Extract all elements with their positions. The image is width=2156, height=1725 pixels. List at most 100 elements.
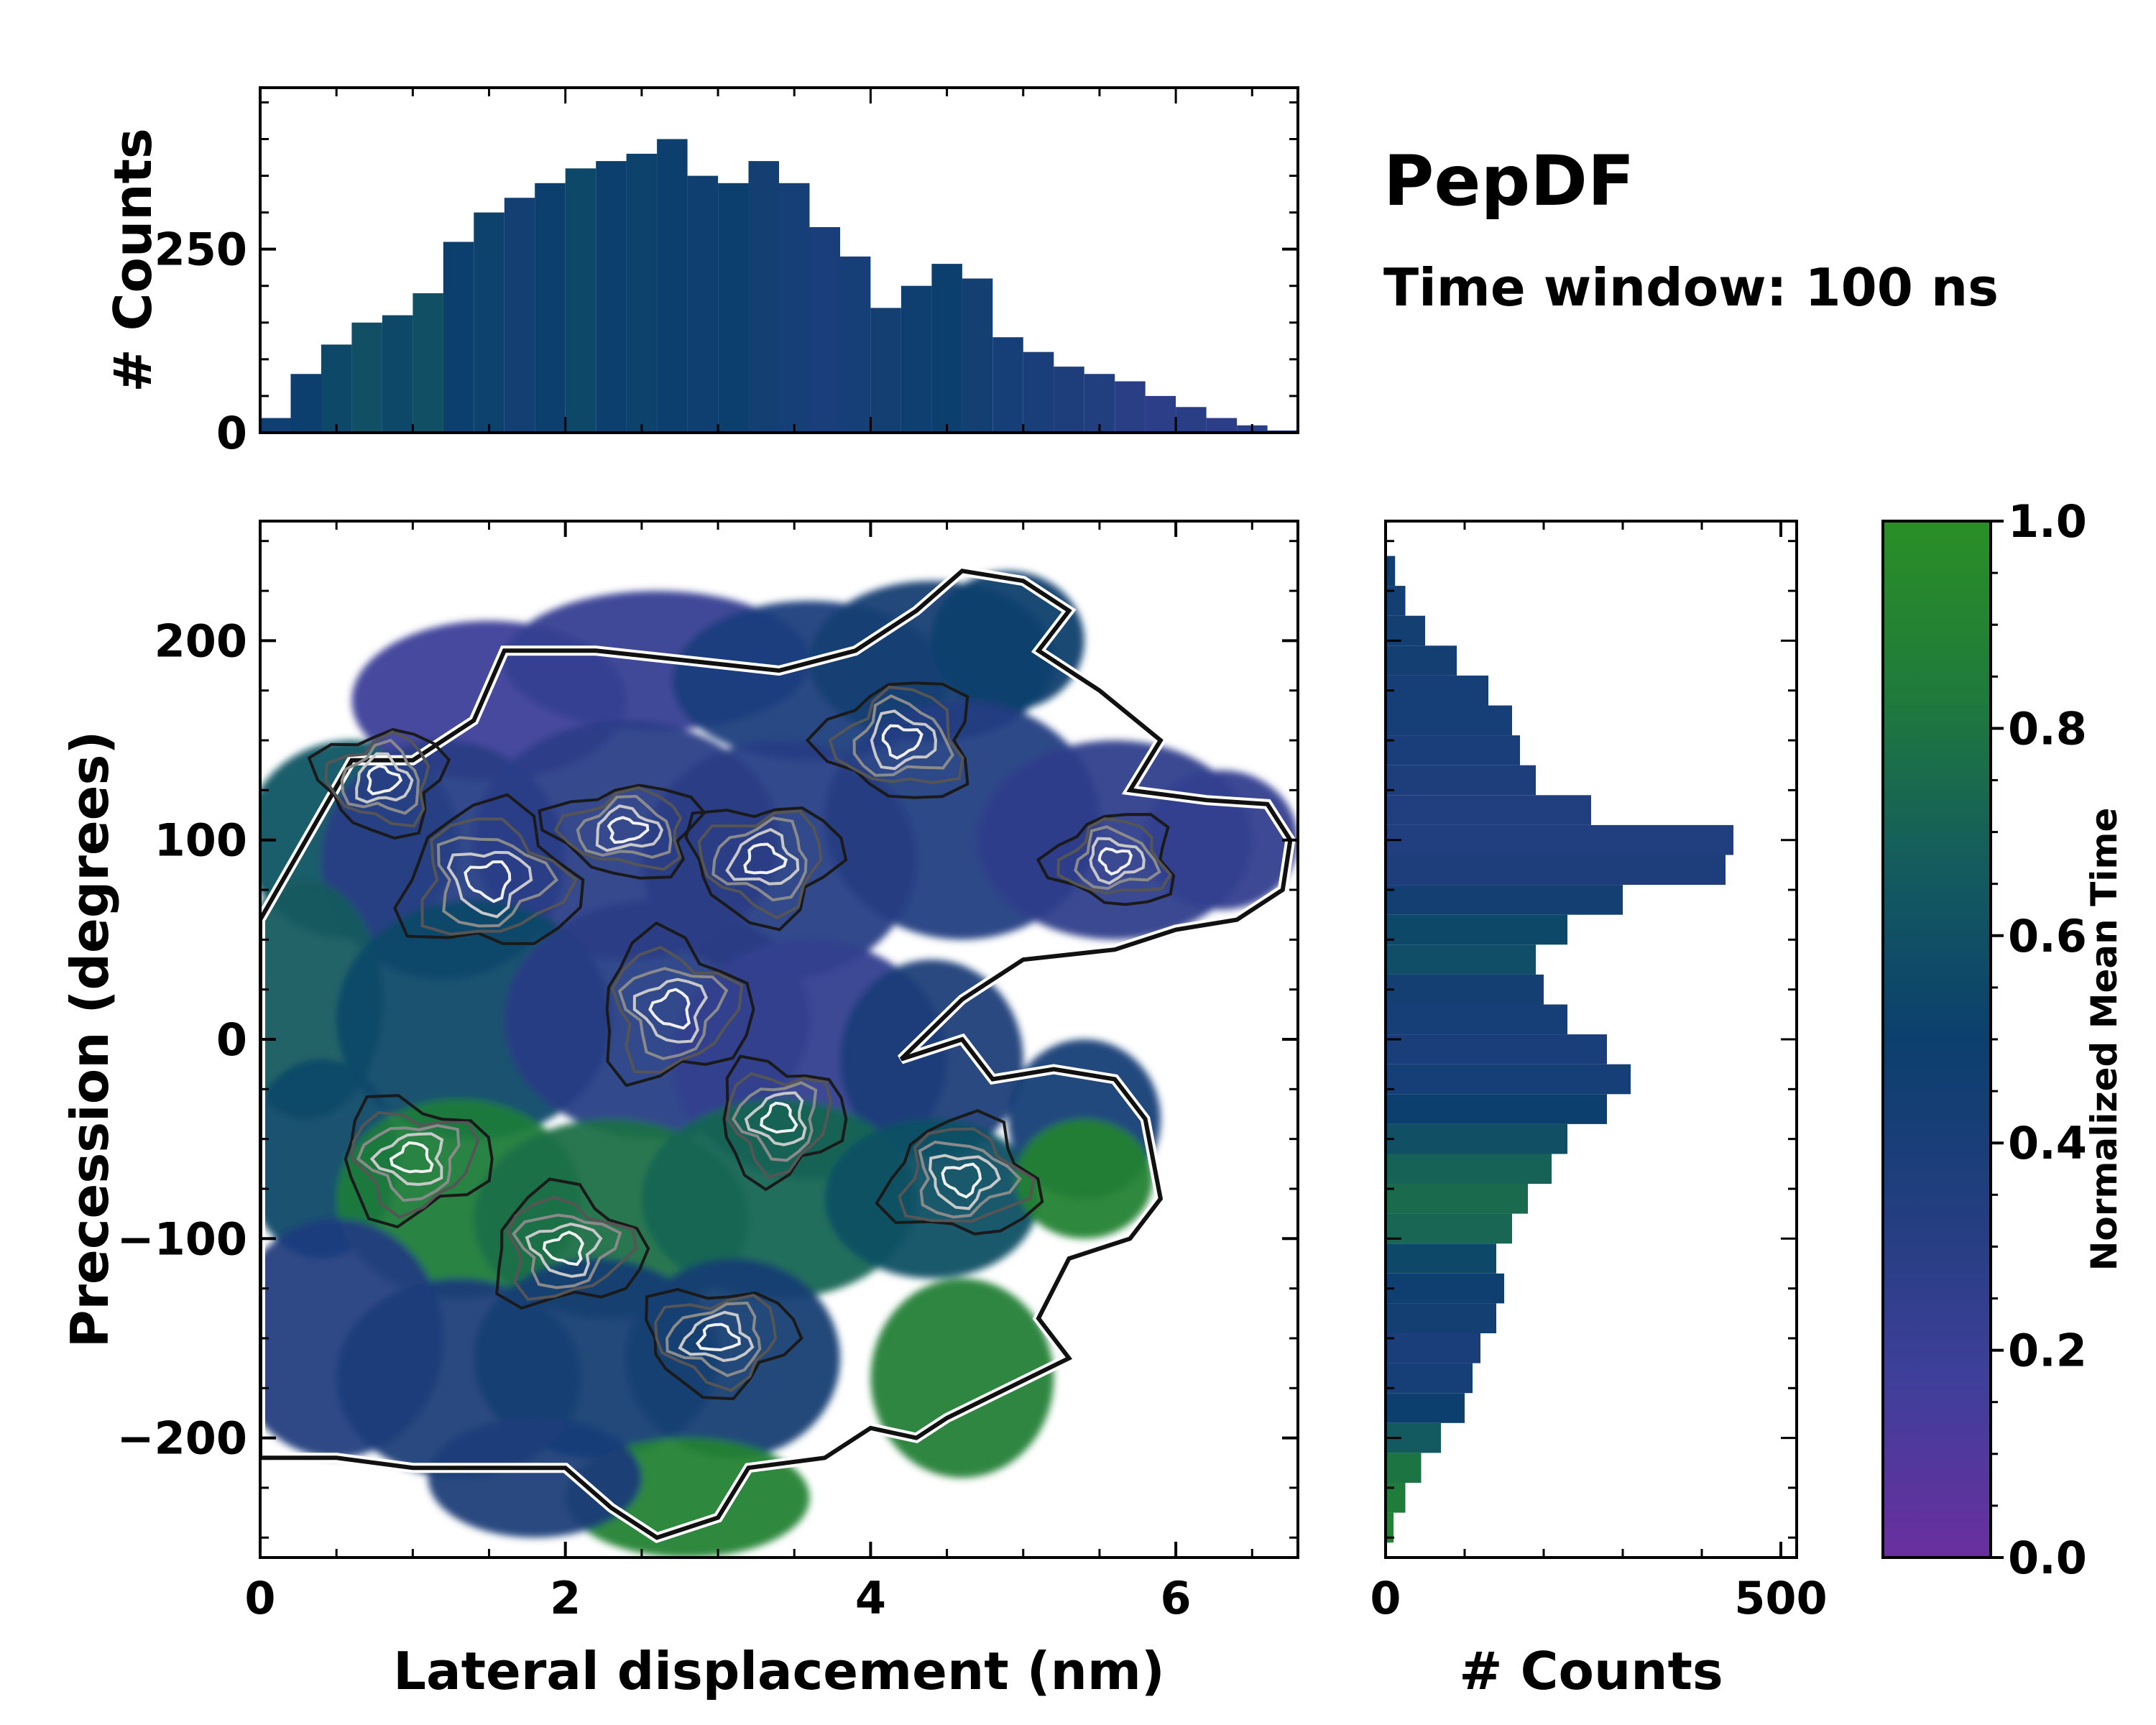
contour-line bbox=[344, 1094, 494, 1229]
density-blob bbox=[931, 571, 1084, 711]
right-hist-bar bbox=[1386, 1094, 1607, 1124]
right-hist-bar bbox=[1386, 885, 1623, 915]
y-axis-label: Precession (degrees) bbox=[60, 731, 120, 1348]
density-blob bbox=[641, 1099, 917, 1299]
top-hist-bar bbox=[321, 344, 352, 433]
colorbar-tick-label: 1.0 bbox=[2008, 495, 2087, 548]
top-hist-bar bbox=[718, 183, 749, 433]
contour-line bbox=[542, 1230, 585, 1266]
contour-line bbox=[595, 804, 664, 852]
top-hist-bar bbox=[870, 308, 901, 433]
density-region bbox=[260, 565, 1298, 1558]
contour-line bbox=[512, 1213, 622, 1289]
contour-line bbox=[684, 806, 848, 932]
top-histogram: 0 250 # Counts bbox=[103, 86, 1299, 459]
colorbar: 0.0 0.2 0.4 0.6 0.8 1.0 Normalized Mean Time bbox=[1881, 495, 2125, 1584]
colorbar-tick-label: 0.8 bbox=[2008, 702, 2087, 755]
right-hist-bar bbox=[1386, 1393, 1465, 1423]
y-tick-label: −100 bbox=[117, 1213, 247, 1265]
boundary-contour bbox=[260, 569, 1293, 1540]
density-blob bbox=[870, 1278, 1054, 1478]
top-hist-bar bbox=[931, 264, 962, 433]
right-histogram-bars bbox=[1386, 556, 1733, 1543]
density-blob bbox=[428, 1417, 642, 1538]
top-hist-bar bbox=[413, 293, 443, 433]
colorbar-tick-label: 0.4 bbox=[2008, 1117, 2087, 1169]
contour-line bbox=[369, 1132, 444, 1187]
top-hist-bar bbox=[1084, 374, 1115, 433]
contour-line bbox=[665, 1301, 762, 1378]
right-hist-bar bbox=[1386, 1453, 1422, 1483]
contour-line bbox=[367, 764, 403, 796]
contour-line bbox=[607, 816, 650, 844]
contour-line bbox=[743, 842, 788, 875]
contour-line bbox=[731, 1081, 818, 1162]
right-hist-bar bbox=[1386, 1154, 1552, 1184]
main-axis-ticks: 0 2 4 6 −200 −100 0 100 200 bbox=[117, 521, 1298, 1624]
right-histogram: 0 500 # Counts bbox=[1370, 520, 1828, 1701]
contour-line bbox=[744, 1091, 807, 1146]
top-hist-bar bbox=[1023, 351, 1054, 433]
contour-line bbox=[553, 786, 683, 871]
contour-line bbox=[678, 1310, 755, 1363]
contour-line bbox=[506, 1195, 638, 1301]
top-hist-bar bbox=[748, 161, 779, 433]
top-hist-bar bbox=[443, 242, 474, 433]
top-hist-bar bbox=[992, 337, 1023, 433]
top-histogram-ylabel: # Counts bbox=[103, 128, 163, 392]
right-histogram-xlabel: # Counts bbox=[1459, 1641, 1723, 1701]
colorbar-gradient bbox=[1881, 520, 1992, 1559]
x-tick-label: 2 bbox=[550, 1572, 581, 1624]
contour-line bbox=[350, 1110, 480, 1219]
contour-line bbox=[436, 836, 559, 928]
y-tick-label: 0 bbox=[216, 1013, 247, 1066]
contour-line bbox=[929, 1154, 1001, 1210]
contour-lines bbox=[307, 681, 1176, 1401]
top-hist-bar bbox=[657, 139, 688, 433]
contour-line bbox=[828, 685, 964, 784]
top-hist-bar bbox=[535, 183, 566, 433]
top-hist-bar bbox=[687, 175, 719, 433]
y-tick-label: 200 bbox=[155, 615, 247, 667]
contour-line bbox=[918, 1140, 1022, 1219]
density-blob bbox=[1015, 1118, 1153, 1239]
contour-line bbox=[495, 1177, 650, 1310]
right-hist-bar bbox=[1386, 1243, 1496, 1274]
contour-line bbox=[805, 681, 969, 799]
top-hist-bar bbox=[290, 374, 321, 433]
contour-line bbox=[760, 1101, 798, 1134]
contour-line bbox=[648, 988, 691, 1030]
top-hist-bar bbox=[1054, 367, 1084, 433]
right-hist-bar bbox=[1386, 1303, 1496, 1333]
right-hist-bar bbox=[1386, 645, 1457, 676]
contour-line bbox=[941, 1162, 982, 1199]
top-hist-bar bbox=[809, 227, 840, 433]
contour-line bbox=[1036, 813, 1176, 906]
top-hist-bar bbox=[260, 418, 291, 433]
right-x-tick-label: 0 bbox=[1370, 1572, 1401, 1624]
y-tick-label: −200 bbox=[117, 1412, 247, 1465]
right-hist-bar bbox=[1386, 944, 1536, 975]
top-y-tick-label: 0 bbox=[216, 407, 247, 459]
right-hist-bar bbox=[1386, 824, 1733, 855]
x-tick-label: 0 bbox=[244, 1572, 275, 1624]
right-hist-bar bbox=[1386, 705, 1512, 736]
right-hist-bar bbox=[1386, 765, 1536, 796]
contour-line bbox=[1089, 837, 1146, 885]
top-hist-bar bbox=[1176, 407, 1207, 433]
right-hist-bar bbox=[1386, 1333, 1480, 1363]
contour-line bbox=[525, 1222, 603, 1278]
contour-line bbox=[725, 827, 800, 886]
contour-line bbox=[538, 783, 706, 880]
top-hist-bar bbox=[474, 212, 505, 433]
top-hist-bar bbox=[596, 161, 627, 433]
right-hist-bar bbox=[1386, 974, 1544, 1005]
right-hist-bar bbox=[1386, 1273, 1504, 1304]
right-hist-bar bbox=[1386, 1512, 1393, 1543]
contour-line bbox=[324, 730, 430, 828]
right-hist-bar bbox=[1386, 1363, 1473, 1394]
contour-line bbox=[711, 816, 808, 902]
chart-title: PepDF bbox=[1383, 141, 1634, 221]
contour-line bbox=[697, 809, 823, 920]
